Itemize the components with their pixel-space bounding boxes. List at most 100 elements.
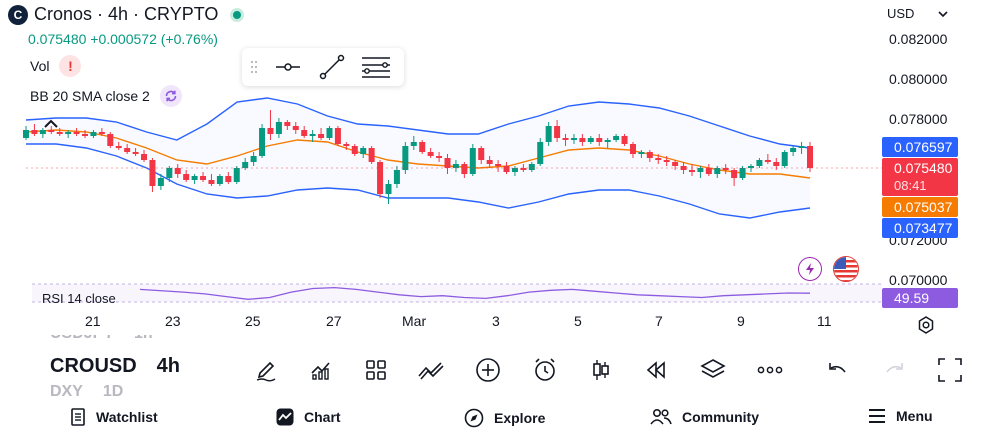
candle-body (596, 138, 603, 142)
candle-body (452, 164, 459, 168)
drag-handle-icon[interactable] (242, 48, 266, 86)
candle-body (275, 122, 282, 134)
symbol-row-selected[interactable]: CROUSD 4h (50, 355, 190, 378)
brush-icon[interactable] (248, 352, 284, 388)
candle-body (436, 156, 443, 158)
collapse-chevron-up-icon[interactable] (42, 118, 60, 130)
nav-watchlist[interactable]: Watchlist (70, 408, 158, 426)
bottom-toolbar[interactable] (240, 352, 980, 388)
last-price-value: 0.075480 (894, 160, 953, 176)
candle-body (781, 152, 788, 166)
nav-community[interactable]: Community (650, 408, 759, 426)
warning-icon[interactable]: ! (59, 55, 82, 77)
watchlist-icon (71, 408, 85, 426)
redo-icon[interactable] (876, 352, 912, 388)
rsi-label[interactable]: RSI 14 close (42, 291, 116, 306)
candle-body (613, 136, 620, 140)
layout-grid-icon[interactable] (358, 352, 394, 388)
symbol-row[interactable]: DXY 1D (50, 383, 143, 399)
drawings-icon[interactable] (413, 352, 449, 388)
settings-gear-icon[interactable] (916, 315, 936, 335)
candle-body (377, 162, 384, 194)
us-flag-icon[interactable] (833, 256, 859, 282)
nav-community-label: Community (682, 409, 759, 425)
layers-icon[interactable] (695, 352, 731, 388)
candle-body (166, 168, 173, 178)
indicators-icon[interactable] (303, 352, 339, 388)
time-axis-tick: 9 (737, 313, 745, 329)
candle-body (124, 148, 131, 152)
candle-body (495, 164, 502, 166)
symbol-picker-strip[interactable]: USDJPY 1h CROUSD 4h DXY 1D (50, 335, 190, 399)
loading-cycle-icon[interactable] (159, 85, 182, 107)
candle-body (115, 146, 122, 148)
candle-body (790, 148, 797, 152)
replay-icon[interactable] (638, 352, 674, 388)
currency-selector[interactable]: USD (887, 6, 949, 21)
candle-body (562, 138, 569, 140)
candle-body (267, 128, 274, 134)
bb-lower-line (26, 143, 811, 219)
candle-body (798, 146, 805, 148)
currency-label: USD (887, 6, 915, 21)
candle-body (174, 168, 181, 174)
time-axis-tick: 7 (655, 313, 663, 329)
symbol-row[interactable]: USDJPY 1h (50, 335, 174, 343)
candle-body (570, 138, 577, 140)
trend-line-icon[interactable] (310, 48, 354, 86)
undo-icon[interactable] (820, 352, 856, 388)
symbol-title[interactable]: Cronos · 4h · CRYPTO (34, 4, 219, 24)
alert-clock-icon[interactable] (527, 352, 563, 388)
cronos-logo-icon: C (8, 4, 28, 25)
candle-body (242, 162, 249, 168)
candle-body (292, 126, 299, 130)
price-axis-tick: 0.082000 (889, 31, 948, 47)
price-chart[interactable] (0, 0, 994, 340)
bb-indicator[interactable]: BB 20 SMA close 2 (30, 85, 182, 107)
fullscreen-icon[interactable] (932, 352, 968, 388)
bb-basis-tag: 0.075037 (882, 197, 958, 217)
candle-body (233, 168, 240, 182)
symbol-header[interactable]: C Cronos · 4h · CRYPTO (8, 4, 245, 25)
nav-chart[interactable]: Chart (276, 408, 341, 426)
lightning-icon[interactable] (798, 257, 822, 281)
vol-label: Vol (30, 58, 50, 74)
candle-body (587, 138, 594, 142)
candle-body (739, 168, 746, 178)
fib-levels-icon[interactable] (354, 48, 398, 86)
candle-body (714, 168, 721, 174)
nav-explore[interactable]: Explore (464, 408, 545, 428)
chevron-down-icon (938, 10, 949, 17)
candle-body (191, 176, 198, 180)
bb-upper-line (25, 97, 811, 149)
candle-body (444, 158, 451, 168)
candles-icon[interactable] (583, 352, 619, 388)
candle-body (141, 154, 148, 160)
add-icon[interactable] (470, 352, 506, 388)
bb-lower-tag: 0.073477 (882, 218, 958, 238)
last-price-tag: 0.075480 08:41 (882, 158, 958, 196)
candle-body (520, 168, 527, 170)
rsi-line (139, 286, 811, 300)
candle-body (225, 176, 232, 182)
candle-body (621, 136, 628, 144)
candle-body (360, 148, 367, 154)
more-icon[interactable] (752, 352, 788, 388)
candle-body (183, 174, 190, 180)
candle-body (537, 142, 544, 164)
chart-area[interactable] (0, 0, 994, 340)
horizontal-ray-icon[interactable] (266, 48, 310, 86)
symbol-name: USDJPY (50, 335, 114, 343)
drawing-toolbar[interactable] (242, 48, 404, 86)
nav-menu[interactable]: Menu (868, 408, 933, 424)
vol-indicator[interactable]: Vol ! (30, 55, 82, 77)
time-axis-tick: 21 (85, 313, 101, 329)
candle-body (427, 152, 434, 156)
logo-letter: C (13, 7, 23, 22)
candle-body (722, 168, 729, 170)
bottom-nav[interactable]: Watchlist Chart Explore Community Menu (0, 402, 994, 434)
community-icon (650, 408, 672, 425)
symbol-name: CROUSD (50, 355, 137, 377)
candle-body (200, 176, 207, 180)
candle-body (511, 168, 518, 172)
